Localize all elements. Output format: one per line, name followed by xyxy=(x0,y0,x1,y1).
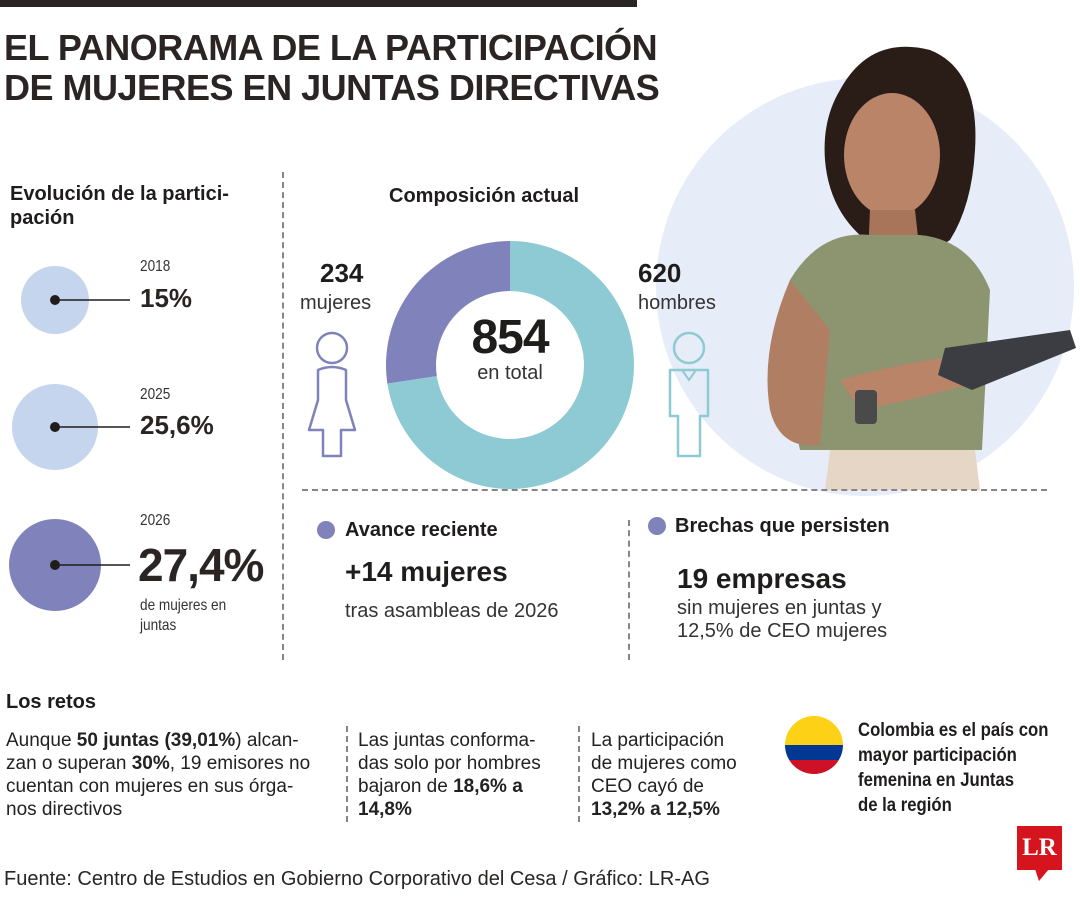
top-bar xyxy=(0,0,637,7)
lr-logo: LR xyxy=(1017,826,1062,870)
note-2026-line-1: de mujeres en xyxy=(140,597,227,614)
source-footer: Fuente: Centro de Estudios en Gobierno C… xyxy=(4,868,710,890)
evolution-heading: Evolución de la partici- pación xyxy=(10,182,229,230)
avance-sub: tras asambleas de 2026 xyxy=(345,600,559,622)
avance-value: +14 mujeres xyxy=(345,556,508,587)
page-title: EL PANORAMA DE LA PARTICIPACIÓN DE MUJER… xyxy=(4,28,664,108)
retos-col-1-line-2: zan o superan 30%, 19 emisores no xyxy=(6,753,311,774)
evolution-heading-line-1: Evolución de la partici- xyxy=(10,183,229,205)
retos-col-3-line-3: CEO cayó de xyxy=(591,776,704,797)
colombia-flag-icon xyxy=(785,716,843,774)
divider-horizontal xyxy=(302,489,1047,491)
retos-col-2-line-1: Las juntas conforma- xyxy=(358,730,536,751)
retos-col-1-line-4: nos directivos xyxy=(6,799,123,820)
donut-slice-hombres xyxy=(387,241,634,489)
donut-center-total: 854 xyxy=(471,311,549,364)
evolution-heading-line-2: pación xyxy=(10,207,75,229)
avance-bullet-icon xyxy=(317,521,335,539)
men-count: 620 xyxy=(638,258,682,288)
value-label-2025: 25,6% xyxy=(140,410,214,440)
brechas-heading: Brechas que persisten xyxy=(675,515,890,537)
evolution-item-2026 xyxy=(9,519,130,611)
avance-heading: Avance reciente xyxy=(345,519,498,541)
colombia-note-line-3: femenina en Juntas xyxy=(858,770,1015,791)
woman-icon xyxy=(307,331,357,458)
retos-heading: Los retos xyxy=(6,691,97,713)
composition-donut-chart xyxy=(386,241,634,489)
divider-retos-2 xyxy=(578,726,580,822)
brechas-sub-line-1: sin mujeres en juntas y xyxy=(677,597,882,619)
note-2026-line-2: juntas xyxy=(140,617,177,634)
donut-slice-mujeres xyxy=(386,241,510,384)
men-label: hombres xyxy=(638,292,716,314)
divider-left xyxy=(282,172,284,660)
retos-col-1: Aunque 50 juntas (39,01%) alcan- zan o s… xyxy=(6,729,336,821)
man-icon xyxy=(668,331,710,458)
year-label-2025: 2025 xyxy=(140,386,171,403)
retos-col-3-line-1: La participación xyxy=(591,730,725,751)
brechas-sub: sin mujeres en juntas y 12,5% de CEO muj… xyxy=(677,597,887,643)
evolution-item-2025 xyxy=(12,384,130,470)
value-label-2018: 15% xyxy=(140,283,193,313)
colombia-note-line-4: de la región xyxy=(858,795,952,816)
brechas-sub-line-2: 12,5% de CEO mujeres xyxy=(677,620,888,642)
retos-col-1-line-3: cuentan con mujeres en sus órga- xyxy=(6,776,294,797)
lr-logo-tail xyxy=(1035,869,1049,881)
retos-col-3-line-2: de mujeres como xyxy=(591,753,737,774)
year-label-2018: 2018 xyxy=(140,258,171,275)
value-label-2026: 27,4% xyxy=(138,539,264,591)
title-line-1: EL PANORAMA DE LA PARTICIPACIÓN xyxy=(4,27,658,68)
note-2026: de mujeres en juntas xyxy=(140,596,226,636)
evolution-item-2018 xyxy=(21,266,130,334)
year-label-2026: 2026 xyxy=(140,512,171,529)
composition-heading: Composición actual xyxy=(389,185,580,207)
title-line-2: DE MUJERES EN JUNTAS DIRECTIVAS xyxy=(4,67,660,108)
donut-center-label: en total xyxy=(477,362,543,384)
colombia-note: Colombia es el país con mayor participac… xyxy=(858,718,1048,818)
retos-col-3: La participación de mujeres como CEO cay… xyxy=(591,729,771,821)
woman-photo-illustration xyxy=(767,46,1076,490)
brechas-value: 19 empresas xyxy=(677,563,847,594)
divider-middle xyxy=(628,520,630,660)
retos-col-1-line-1: Aunque 50 juntas (39,01%) alcan- xyxy=(6,730,299,751)
evolution-circles xyxy=(9,266,130,611)
divider-retos-1 xyxy=(346,726,348,822)
retos-col-2-line-2: das solo por hombres xyxy=(358,753,541,774)
retos-col-2-line-4: 14,8% xyxy=(358,799,412,820)
retos-col-2-line-3: bajaron de 18,6% a xyxy=(358,776,523,797)
women-label: mujeres xyxy=(300,292,372,314)
retos-col-3-line-4: 13,2% a 12,5% xyxy=(591,799,720,820)
retos-col-2: Las juntas conforma- das solo por hombre… xyxy=(358,729,568,821)
brechas-bullet-icon xyxy=(648,517,666,535)
colombia-note-line-2: mayor participación xyxy=(858,745,1017,766)
women-count: 234 xyxy=(320,258,364,288)
colombia-note-line-1: Colombia es el país con xyxy=(858,720,1049,741)
